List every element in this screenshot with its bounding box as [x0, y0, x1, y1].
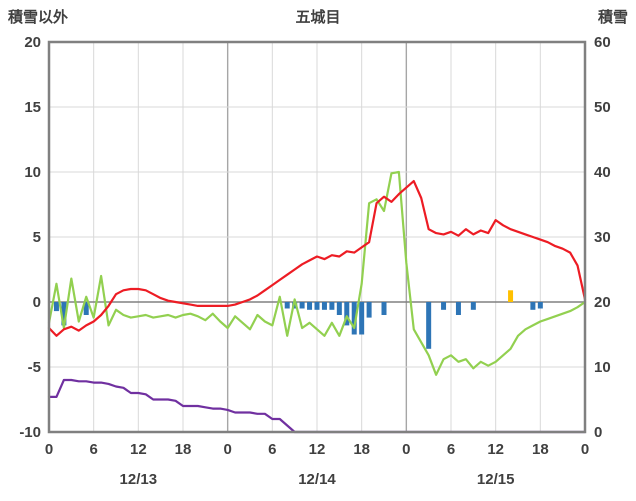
series-red-line — [47, 180, 587, 337]
svg-text:30: 30 — [594, 229, 611, 246]
svg-text:12: 12 — [309, 441, 326, 458]
svg-text:0: 0 — [581, 441, 589, 458]
svg-text:18: 18 — [532, 441, 549, 458]
orange-bars — [508, 290, 514, 302]
blue-bars — [53, 302, 543, 349]
svg-text:20: 20 — [594, 294, 611, 311]
svg-text:-5: -5 — [28, 359, 41, 376]
svg-text:12/15: 12/15 — [477, 471, 515, 488]
svg-text:0: 0 — [45, 441, 53, 458]
svg-text:0: 0 — [33, 294, 41, 311]
svg-text:60: 60 — [594, 34, 611, 51]
gridlines — [49, 42, 585, 432]
svg-text:0: 0 — [223, 441, 231, 458]
svg-text:12: 12 — [130, 441, 147, 458]
svg-text:0: 0 — [402, 441, 410, 458]
svg-text:12/13: 12/13 — [120, 471, 158, 488]
svg-text:15: 15 — [24, 99, 41, 116]
svg-text:6: 6 — [268, 441, 276, 458]
right-axis-title: 積雪 — [597, 9, 628, 26]
hour-labels: 0 6 12 18 0 6 12 18 0 6 12 18 0 — [45, 441, 589, 458]
svg-text:6: 6 — [89, 441, 97, 458]
svg-text:20: 20 — [24, 34, 41, 51]
left-axis-title: 積雪以外 — [8, 9, 69, 26]
svg-text:50: 50 — [594, 99, 611, 116]
day-labels: 12/13 12/14 12/15 — [120, 471, 515, 488]
svg-text:18: 18 — [175, 441, 192, 458]
svg-text:10: 10 — [594, 359, 611, 376]
plot-border — [47, 40, 587, 434]
left-axis-ticks: 20 15 10 5 0 -5 -10 — [19, 34, 41, 441]
series-green-line — [47, 170, 587, 376]
svg-text:18: 18 — [353, 441, 370, 458]
svg-text:0: 0 — [594, 424, 602, 441]
svg-text:12/14: 12/14 — [298, 471, 336, 488]
svg-text:-10: -10 — [19, 424, 41, 441]
svg-text:6: 6 — [447, 441, 455, 458]
right-axis-ticks: 60 50 40 30 20 10 0 — [594, 34, 611, 441]
svg-text:40: 40 — [594, 164, 611, 181]
svg-text:5: 5 — [33, 229, 41, 246]
svg-text:10: 10 — [24, 164, 41, 181]
chart-title: 五城目 — [295, 9, 341, 26]
svg-text:12: 12 — [487, 441, 504, 458]
